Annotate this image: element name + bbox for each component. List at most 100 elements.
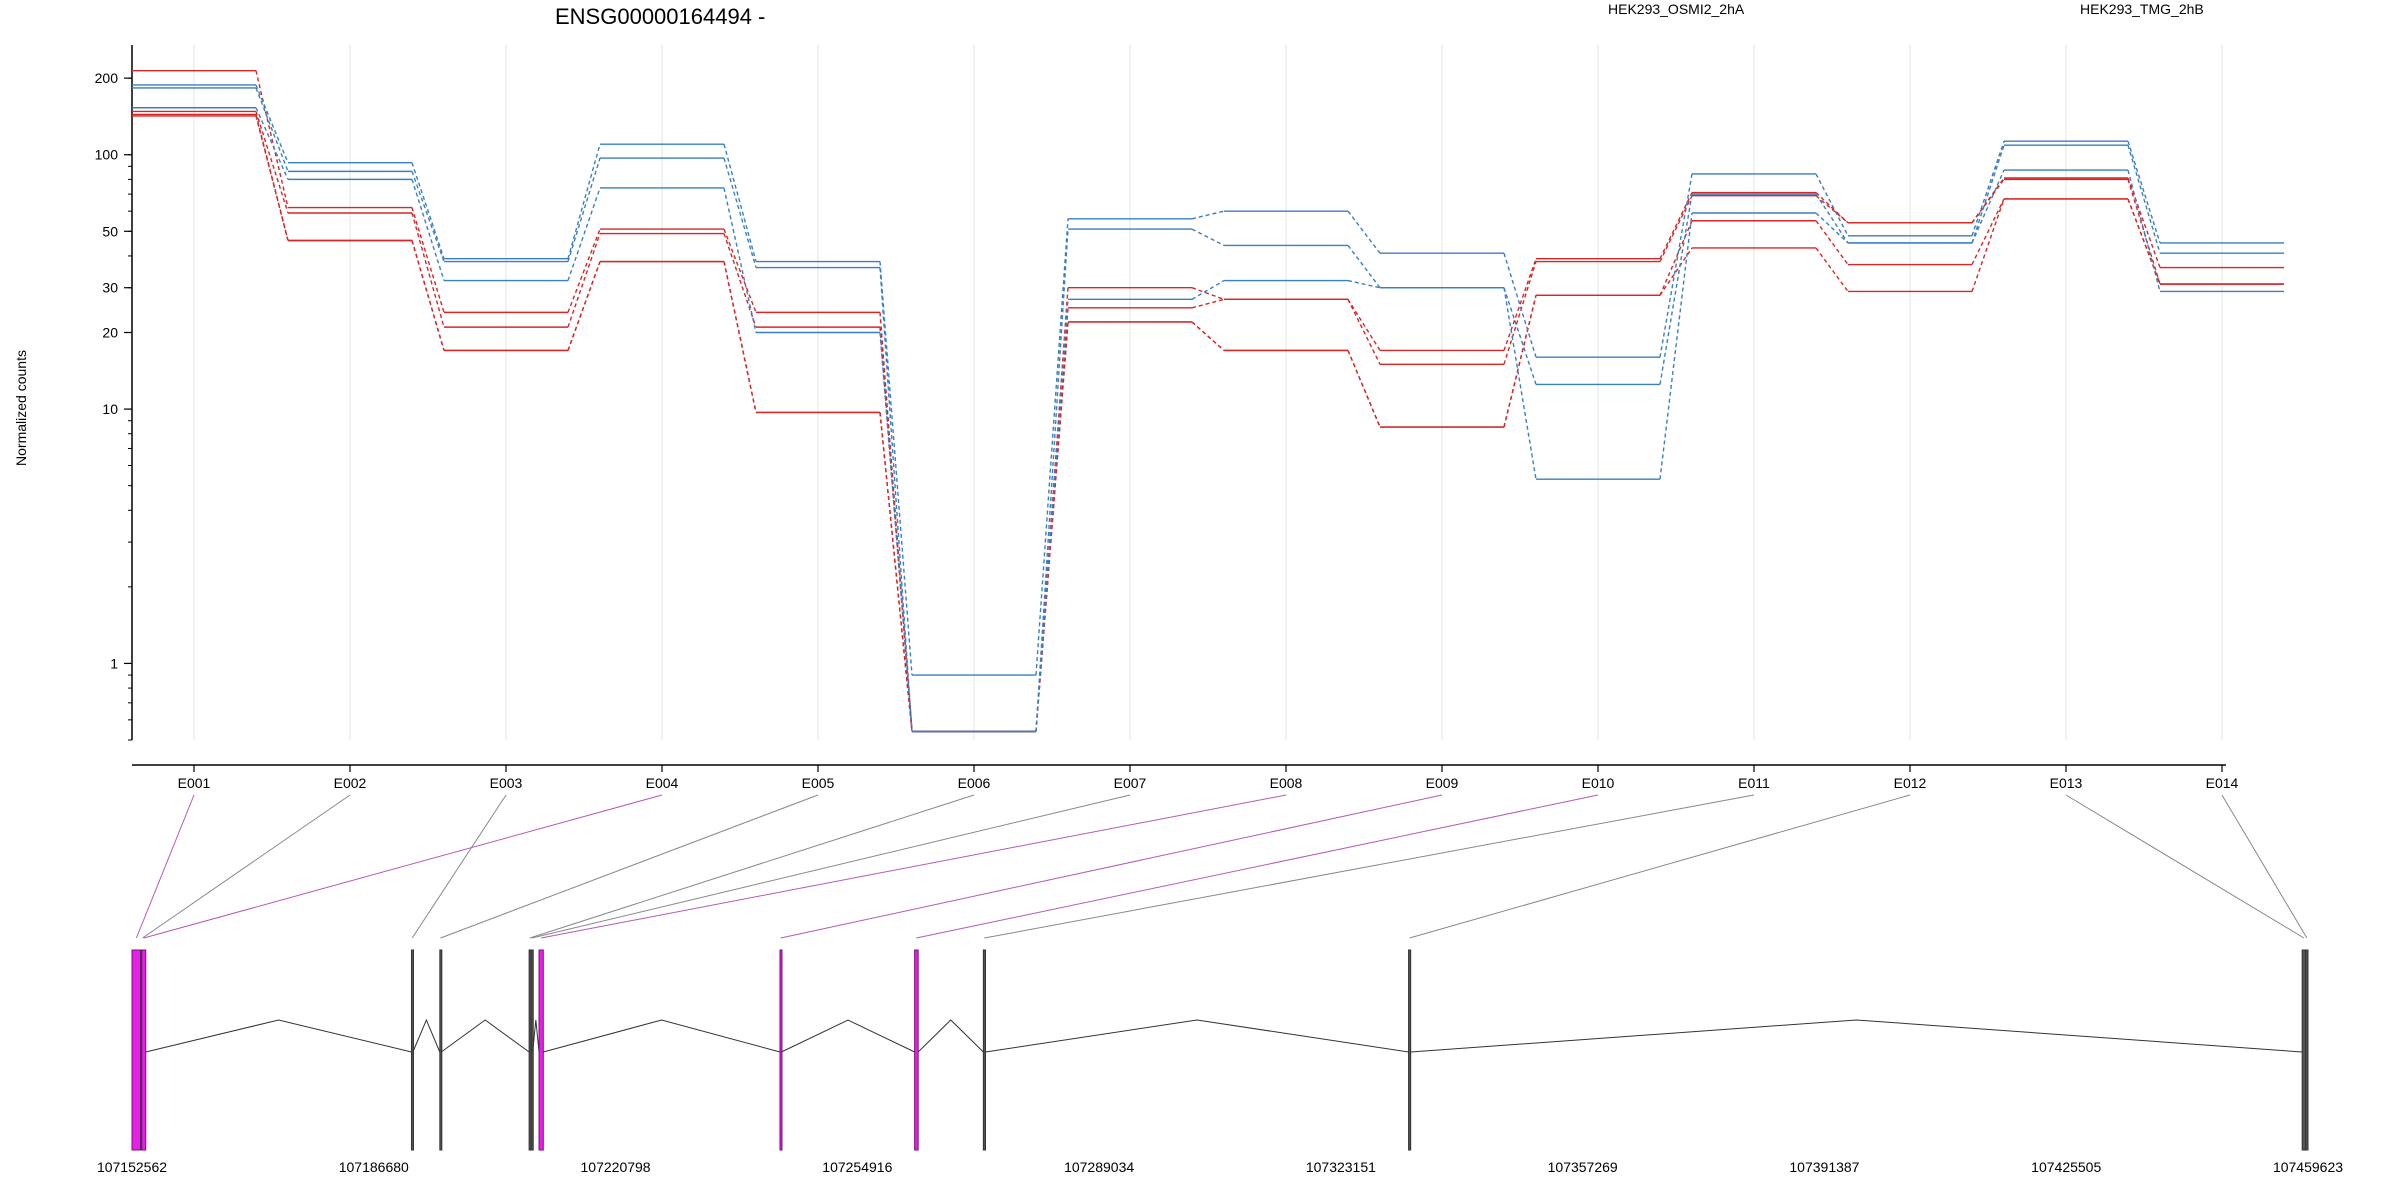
intron-line xyxy=(543,1019,781,1053)
series-connector xyxy=(1191,210,1225,220)
series-connector xyxy=(255,84,289,164)
intron-line xyxy=(412,1018,441,1053)
series-connector xyxy=(1659,220,1693,296)
series-connector xyxy=(411,162,445,259)
chart-title: ENSG00000164494 - xyxy=(555,4,765,29)
series-connector xyxy=(1815,220,1849,265)
x-tick-label: E005 xyxy=(802,775,835,791)
series-connector xyxy=(723,157,757,268)
series-connector xyxy=(411,240,445,351)
series-connector xyxy=(1815,193,1849,244)
series-connector xyxy=(1971,178,2005,224)
exon-link-e006 xyxy=(529,794,975,939)
x-tick-label: E010 xyxy=(1582,775,1615,791)
series-connector xyxy=(1971,144,2005,244)
series-connector xyxy=(1347,350,1381,428)
y-tick-label: 200 xyxy=(95,70,119,86)
coordinate-tick-label: 107357269 xyxy=(1548,1159,1618,1175)
series-4 xyxy=(132,84,2284,676)
intron-line xyxy=(985,1019,1409,1053)
series-connector xyxy=(2127,169,2161,292)
series-connector xyxy=(2127,179,2161,285)
coordinate-tick-label: 107425505 xyxy=(2031,1159,2101,1175)
series-connector xyxy=(1815,173,1849,237)
series-connector xyxy=(1971,198,2005,265)
exon-box-e010 xyxy=(914,949,919,1151)
series-connector xyxy=(411,207,445,313)
series-connector xyxy=(1659,195,1693,262)
series-connector xyxy=(1815,247,1849,292)
x-tick-label: E004 xyxy=(646,775,679,791)
exon-box-e005 xyxy=(439,949,443,1151)
coordinate-tick-label: 107220798 xyxy=(581,1159,651,1175)
x-tick-label: E013 xyxy=(2050,775,2083,791)
intron-line xyxy=(532,1019,540,1053)
series-connector xyxy=(1347,244,1381,289)
y-tick-label: 30 xyxy=(102,280,118,296)
series-connector xyxy=(567,187,601,281)
coordinate-tick-label: 107323151 xyxy=(1306,1159,1376,1175)
intron-line xyxy=(1410,1019,2303,1053)
series-connector xyxy=(723,144,757,262)
series-connector xyxy=(1971,198,2005,292)
series-connector xyxy=(1503,287,1537,480)
series-connector xyxy=(879,267,913,732)
series-6 xyxy=(132,107,2284,733)
series-connector xyxy=(1503,287,1537,385)
series-3 xyxy=(132,113,2284,733)
legend-entry-tmg: HEK293_TMG_2hB xyxy=(2080,1,2204,17)
series-connector xyxy=(1191,228,1225,247)
y-tick-label: 1 xyxy=(110,655,118,671)
series-connector xyxy=(255,114,289,241)
exon-link-e014 xyxy=(2221,794,2308,939)
legend-entry-osmi: HEK293_OSMI2_2hA xyxy=(1608,1,1745,17)
series-connector xyxy=(1191,287,1225,301)
exon-link-e005 xyxy=(440,794,819,939)
x-tick-label: E011 xyxy=(1738,775,1770,791)
series-connector xyxy=(723,233,757,328)
series-connector xyxy=(255,70,289,208)
exon-box-e011 xyxy=(982,949,986,1151)
x-tick-label: E008 xyxy=(1270,775,1303,791)
series-connector xyxy=(1503,258,1537,351)
series-2 xyxy=(132,115,2284,733)
exon-link-e004 xyxy=(143,794,663,939)
coordinate-axis: 107152562 107186680 107220798 107254916 1072… xyxy=(97,1159,2343,1175)
y-tick-label: 20 xyxy=(102,325,118,341)
exon-link-e013 xyxy=(2065,794,2305,939)
exon-box-e004 xyxy=(141,949,147,1151)
series-connector xyxy=(255,111,289,214)
series-connector xyxy=(1659,212,1693,480)
exon-link-e012 xyxy=(1409,794,1911,939)
series-connector xyxy=(1191,321,1225,351)
x-tick-label: E014 xyxy=(2206,775,2239,791)
exon-box-e012 xyxy=(1408,949,1412,1151)
series-connector xyxy=(723,261,757,413)
series-connector xyxy=(1035,229,1069,732)
exon-link-e010 xyxy=(916,794,1599,939)
series-connector xyxy=(255,107,289,180)
intron-line xyxy=(440,1019,530,1053)
y-axis: 1 10 20 30 50 100 200 xyxy=(95,45,133,741)
exon-links xyxy=(135,794,2308,939)
series-connector xyxy=(1659,192,1693,260)
series-connector xyxy=(1659,247,1693,296)
grid xyxy=(193,45,2223,740)
series-connector xyxy=(411,179,445,281)
series-connector xyxy=(567,228,601,313)
series-connector xyxy=(567,261,601,351)
series-connector xyxy=(567,144,601,259)
exon-link-e011 xyxy=(984,794,1755,939)
plot-area xyxy=(132,69,2284,733)
coordinate-tick-label: 107289034 xyxy=(1064,1159,1134,1175)
exon-box-e001 xyxy=(131,949,142,1151)
coordinate-tick-label: 107391387 xyxy=(1789,1159,1859,1175)
exon-box-e013 xyxy=(2301,949,2307,1151)
series-connector xyxy=(2127,198,2161,285)
x-tick-label: E001 xyxy=(178,775,211,791)
series-connector xyxy=(411,212,445,328)
y-tick-label: 10 xyxy=(102,401,118,417)
series-connector xyxy=(1035,218,1069,676)
series-connector xyxy=(1659,173,1693,358)
